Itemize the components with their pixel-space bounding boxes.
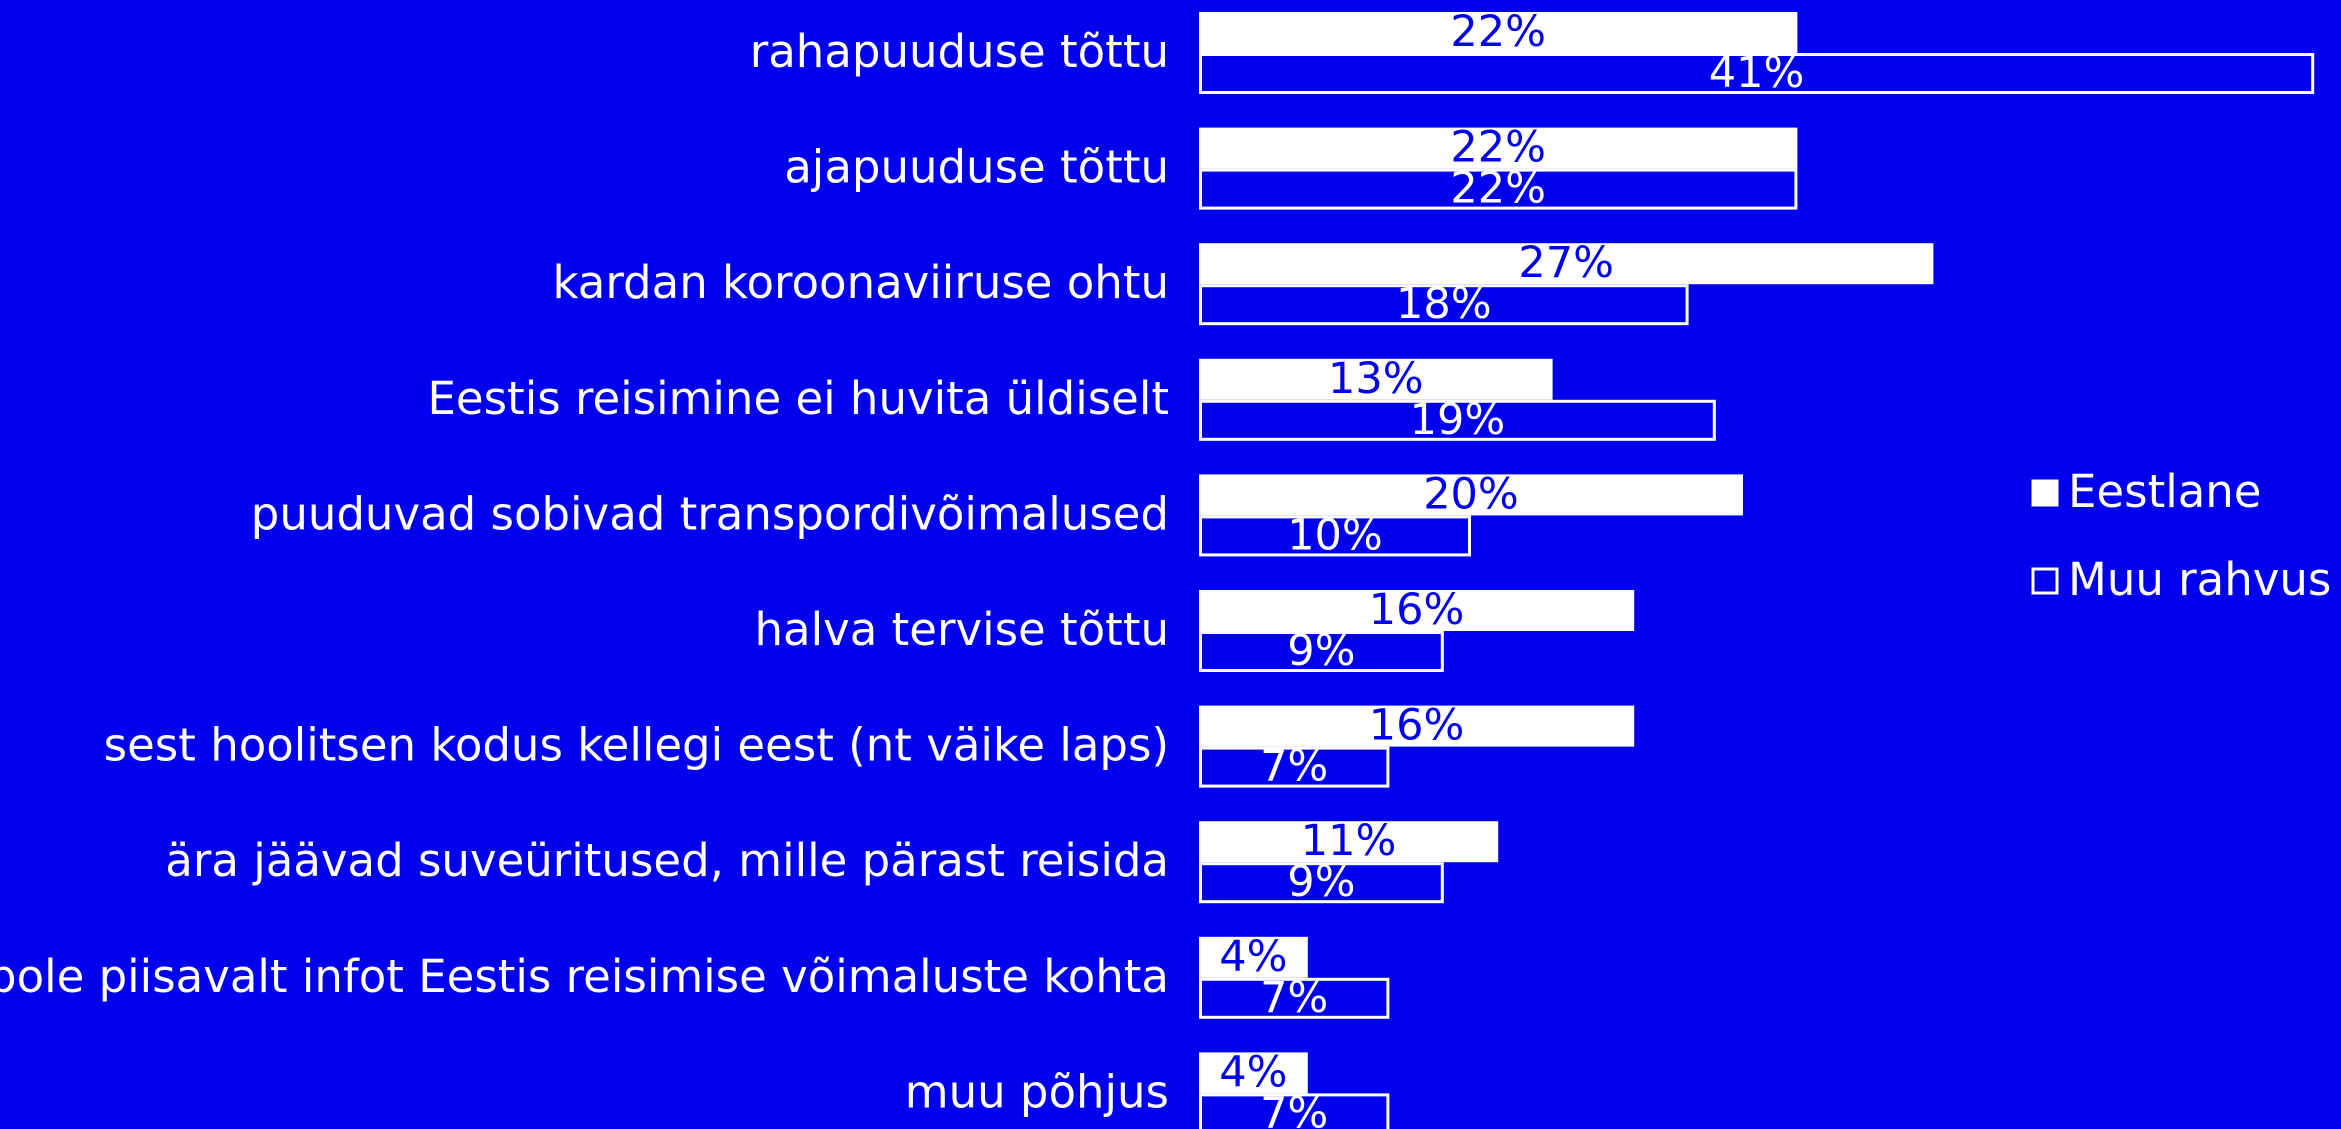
legend-swatch	[2031, 479, 2059, 507]
category-label: Eestis reisimine ei huvita üldiselt	[427, 372, 1169, 425]
legend-label: Muu rahvus	[2068, 553, 2331, 606]
value-label: 22%	[1450, 123, 1546, 173]
value-label: 27%	[1518, 238, 1614, 288]
bar	[1199, 1093, 1390, 1129]
category-label: sest hoolitsen kodus kellegi eest (nt vä…	[104, 719, 1169, 772]
value-label: 4%	[1219, 932, 1287, 982]
category-label: halva tervise tõttu	[755, 603, 1170, 656]
value-label: 41%	[1709, 48, 1805, 98]
bar	[1199, 746, 1390, 788]
value-label: 4%	[1219, 1047, 1287, 1097]
category-label: puuduvad sobivad transpordivõimalused	[251, 487, 1169, 540]
value-label: 10%	[1287, 510, 1383, 560]
bar	[1199, 631, 1444, 672]
bar	[1199, 936, 1308, 978]
bar	[1199, 1052, 1308, 1094]
bar	[1199, 12, 1798, 53]
bar	[1199, 53, 2315, 94]
bar	[1199, 127, 1798, 169]
category-label: kardan koroonaviiruse ohtu	[553, 256, 1170, 309]
bar	[1199, 243, 1934, 285]
value-label: 18%	[1396, 279, 1492, 329]
bar	[1199, 399, 1716, 441]
bar	[1199, 358, 1553, 400]
category-label: ära jäävad suveüritused, mille pärast re…	[165, 834, 1169, 887]
value-label: 7%	[1260, 742, 1328, 792]
value-label: 11%	[1301, 816, 1397, 866]
bar	[1199, 977, 1390, 1019]
legend-swatch	[2031, 567, 2059, 595]
bar	[1199, 168, 1798, 210]
value-label: 13%	[1328, 354, 1424, 404]
bar	[1199, 474, 1743, 516]
category-label: muu põhjus	[905, 1065, 1169, 1118]
bar	[1199, 705, 1635, 747]
value-label: 22%	[1450, 7, 1546, 57]
category-label: rahapuuduse tõttu	[750, 25, 1169, 78]
bar	[1199, 821, 1499, 863]
category-label: ajapuuduse tõttu	[784, 141, 1169, 194]
bar	[1199, 590, 1635, 631]
bar	[1199, 284, 1689, 326]
value-label: 20%	[1423, 469, 1519, 519]
bar	[1199, 515, 1471, 557]
value-label: 16%	[1369, 701, 1465, 751]
value-label: 16%	[1369, 585, 1465, 635]
legend-label: Eestlane	[2068, 465, 2262, 518]
bar	[1199, 862, 1444, 904]
value-label: 9%	[1287, 857, 1355, 907]
value-label: 7%	[1260, 973, 1328, 1023]
value-label: 19%	[1410, 395, 1506, 445]
value-label: 22%	[1450, 164, 1546, 214]
category-label: pole piisavalt infot Eestis reisimise võ…	[0, 950, 1169, 1003]
value-label: 7%	[1260, 1088, 1328, 1129]
value-label: 9%	[1287, 626, 1355, 676]
